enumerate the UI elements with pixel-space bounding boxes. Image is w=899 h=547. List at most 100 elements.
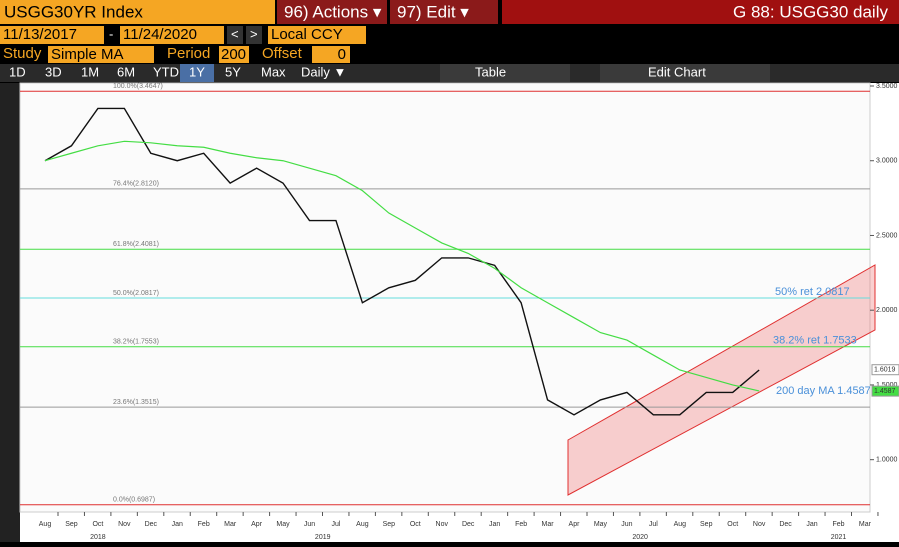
period-button[interactable]: 1Y [189, 64, 205, 79]
title-bar [502, 0, 899, 24]
y-tick-label: 2.0000 [876, 307, 898, 314]
edit-button[interactable] [390, 0, 498, 24]
x-tick-label: Aug [674, 521, 687, 528]
x-tick-label: Apr [569, 521, 581, 528]
x-tick-label: Jun [304, 521, 315, 528]
period-box[interactable] [219, 46, 249, 63]
x-tick-label: Nov [436, 521, 449, 528]
ccy-box[interactable] [268, 26, 366, 44]
edit-chart-button[interactable] [600, 64, 770, 82]
offset[interactable]: 0 [338, 46, 346, 63]
series-line [44, 140, 760, 392]
annotation: 38.2% ret 1.7533 [773, 335, 857, 347]
period-button[interactable]: 5Y [225, 64, 241, 79]
ticker[interactable]: USGG30YR Index [4, 2, 143, 21]
study-box[interactable] [48, 46, 154, 63]
study-label: Study [3, 45, 42, 62]
start-date[interactable]: 11/13/2017 [3, 26, 77, 43]
edit[interactable]: 97) Edit ▾ [397, 2, 469, 21]
x-tick-label: Dec [145, 521, 158, 528]
x-tick-label: Feb [515, 521, 527, 528]
period-label: Period [167, 45, 210, 62]
fib-label: 76.4%(2.8120) [113, 181, 159, 188]
offset-box[interactable] [312, 46, 350, 63]
period-selected [180, 64, 214, 82]
price-tag-label: 1.4587 [874, 388, 896, 395]
offset-label: Offset [262, 45, 303, 62]
ticker-box[interactable] [0, 0, 275, 24]
x-tick-label: Apr [251, 521, 263, 528]
price-tag [871, 364, 899, 376]
study-name[interactable]: Simple MA [51, 46, 124, 63]
fib-label: 100.0%(3.4647) [113, 83, 163, 90]
annotation: 200 day MA 1.4587 [776, 385, 871, 397]
edit-chart[interactable]: Edit Chart [648, 64, 706, 79]
fib-label: 23.6%(1.3515) [113, 399, 159, 406]
period-button[interactable]: 3D [45, 64, 62, 79]
side-toolbar [0, 83, 20, 542]
fib-label: 50.0%(2.0817) [113, 290, 159, 297]
period-button[interactable]: 6M [117, 64, 135, 79]
currency[interactable]: Local CCY [271, 26, 343, 43]
x-tick-label: Oct [727, 521, 738, 528]
year-label: 2021 [831, 534, 847, 541]
x-tick-label: Jul [649, 521, 658, 528]
x-tick-label: Jan [172, 521, 183, 528]
period-button[interactable]: Daily ▼ [301, 64, 346, 79]
x-tick-label: Sep [700, 521, 713, 528]
table-button[interactable] [440, 64, 570, 82]
x-tick-label: Dec [779, 521, 792, 528]
end-box[interactable] [120, 26, 224, 44]
fib-label: 61.8%(2.4081) [113, 241, 159, 248]
period-button[interactable]: 1D [9, 64, 26, 79]
x-tick-label: Feb [832, 521, 844, 528]
x-tick-label: Oct [92, 521, 103, 528]
x-tick-label: Mar [542, 521, 555, 528]
table[interactable]: Table [475, 64, 506, 79]
x-tick-label: Jan [806, 521, 817, 528]
series-line [44, 107, 760, 416]
price-tag-label: 1.6019 [874, 367, 896, 374]
price-tag [871, 385, 899, 397]
fib-label: 38.2%(1.7553) [113, 339, 159, 346]
actions-button[interactable] [277, 0, 387, 24]
dash: - [109, 26, 113, 41]
x-tick-label: Aug [39, 521, 52, 528]
annotation: 50% ret 2.0817 [775, 286, 850, 298]
period-button[interactable]: 1M [81, 64, 99, 79]
prev[interactable]: < [231, 26, 239, 41]
x-tick-label: Oct [410, 521, 421, 528]
next-button[interactable] [246, 26, 262, 44]
y-tick-label: 3.5000 [876, 83, 898, 90]
fib-label: 0.0%(0.6987) [113, 497, 155, 504]
year-label: 2018 [90, 534, 106, 541]
x-tick-label: Aug [356, 521, 369, 528]
end-date[interactable]: 11/24/2020 [123, 26, 197, 43]
x-tick-label: Mar [224, 521, 237, 528]
trend-channel [567, 264, 876, 496]
x-tick-label: May [594, 521, 608, 528]
next[interactable]: > [250, 26, 258, 41]
x-tick-label: Sep [383, 521, 396, 528]
period-button[interactable]: Max [261, 64, 286, 79]
x-tick-label: Feb [198, 521, 210, 528]
year-label: 2020 [632, 534, 648, 541]
period-button[interactable]: YTD [153, 64, 179, 79]
actions[interactable]: 96) Actions ▾ [284, 2, 382, 21]
x-tick-label: Nov [753, 521, 766, 528]
x-tick-label: Jan [489, 521, 500, 528]
x-tick-label: May [276, 521, 290, 528]
y-tick-label: 3.0000 [876, 158, 898, 165]
x-tick-label: Jun [621, 521, 632, 528]
y-tick-label: 1.0000 [876, 457, 898, 464]
period[interactable]: 200 [221, 46, 246, 63]
x-tick-label: Nov [118, 521, 131, 528]
prev-button[interactable] [227, 26, 243, 44]
start-box[interactable] [0, 26, 104, 44]
x-tick-label: Mar [859, 521, 872, 528]
x-tick-label: Sep [65, 521, 78, 528]
x-tick-label: Dec [462, 521, 475, 528]
year-label: 2019 [315, 534, 331, 541]
